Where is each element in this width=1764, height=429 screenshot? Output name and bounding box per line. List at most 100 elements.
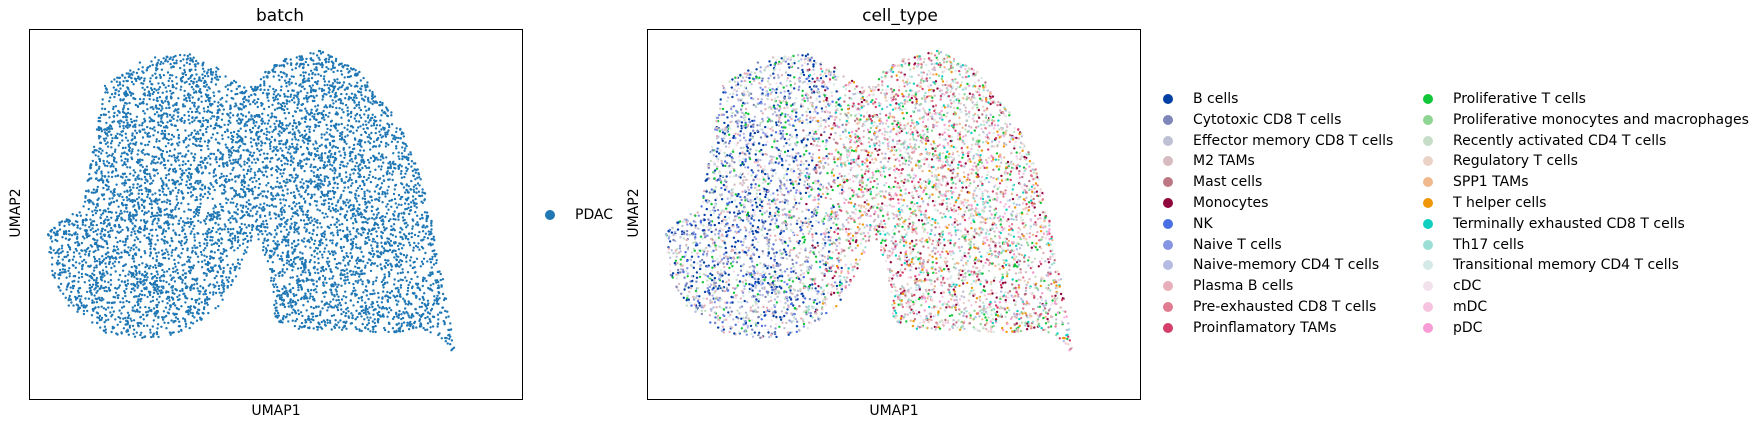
scatter-point <box>377 211 380 215</box>
scatter-point <box>198 205 202 209</box>
scatter-point <box>291 269 294 272</box>
scatter-point <box>183 224 186 227</box>
scatter-point <box>148 232 151 236</box>
scatter-point <box>334 266 338 269</box>
scatter-point <box>244 135 247 139</box>
scatter-point <box>325 281 328 285</box>
scatter-point <box>200 144 203 148</box>
scatter-point <box>245 251 248 254</box>
scatter-point <box>359 247 362 250</box>
scatter-point <box>397 203 400 206</box>
scatter-point <box>111 197 114 200</box>
scatter-point <box>291 176 294 179</box>
scatter-point <box>61 250 64 253</box>
scatter-point <box>336 81 339 84</box>
scatter-point <box>256 85 259 89</box>
scatter-point <box>156 222 159 225</box>
scatter-point <box>195 144 198 148</box>
scatter-point <box>210 243 213 246</box>
scatter-point <box>183 155 186 158</box>
scatter-point <box>279 172 282 175</box>
scatter-point <box>166 121 169 124</box>
scatter-point <box>302 304 305 307</box>
scatter-point <box>207 147 210 151</box>
scatter-point <box>86 273 89 277</box>
scatter-point <box>193 224 196 228</box>
scatter-point <box>243 91 246 94</box>
scatter-point <box>306 139 310 142</box>
scatter-point <box>419 178 422 181</box>
scatter-point <box>407 162 410 166</box>
scatter-point <box>364 236 368 240</box>
scatter-point <box>400 203 403 207</box>
scatter-point <box>308 84 311 88</box>
scatter-point <box>195 137 198 140</box>
scatter-point <box>340 160 343 164</box>
scatter-point <box>141 128 144 131</box>
scatter-point <box>229 187 233 190</box>
scatter-point <box>84 194 87 198</box>
scatter-point <box>236 161 240 165</box>
scatter-point <box>344 276 347 279</box>
scatter-point <box>122 124 125 128</box>
scatter-point <box>349 75 353 78</box>
scatter-point <box>145 236 148 240</box>
scatter-point <box>346 124 349 127</box>
scatter-point <box>319 195 322 199</box>
scatter-point <box>104 91 107 94</box>
scatter-point <box>160 289 163 292</box>
scatter-point <box>155 140 158 143</box>
scatter-point <box>100 235 103 238</box>
scatter-point <box>264 170 268 173</box>
scatter-point <box>374 279 378 282</box>
scatter-point <box>212 171 215 174</box>
scatter-point <box>366 279 369 282</box>
scatter-point <box>217 101 220 104</box>
scatter-point <box>407 185 410 188</box>
scatter-point <box>221 134 224 137</box>
scatter-point <box>404 198 408 201</box>
scatter-point <box>260 148 263 151</box>
scatter-point <box>157 121 160 124</box>
scatter-point <box>68 272 71 275</box>
scatter-point <box>308 231 311 235</box>
scatter-point <box>114 225 117 228</box>
scatter-point <box>123 291 127 294</box>
scatter-point <box>102 298 105 301</box>
scatter-point <box>81 260 84 263</box>
scatter-point <box>90 285 94 289</box>
scatter-point <box>320 87 324 91</box>
scatter-point <box>222 165 225 168</box>
scatter-point <box>421 201 424 205</box>
scatter-point <box>258 182 261 186</box>
scatter-point <box>286 107 289 111</box>
scatter-point <box>279 89 283 92</box>
scatter-point <box>313 174 316 178</box>
scatter-point <box>303 129 307 132</box>
scatter-point <box>104 113 108 117</box>
scatter-point <box>335 225 338 229</box>
scatter-point <box>383 276 386 280</box>
scatter-point <box>307 73 311 76</box>
scatter-point <box>284 244 288 247</box>
scatter-point <box>405 254 409 257</box>
scatter-point <box>321 211 324 215</box>
scatter-point <box>125 207 128 210</box>
scatter-point <box>392 223 396 226</box>
scatter-point <box>426 216 429 219</box>
scatter-point <box>197 214 200 217</box>
scatter-point <box>400 324 403 328</box>
scatter-point <box>263 190 266 193</box>
scatter-point <box>251 180 254 184</box>
scatter-point <box>215 161 218 164</box>
scatter-point <box>332 62 335 65</box>
scatter-point <box>127 143 130 146</box>
scatter-point <box>117 286 120 289</box>
scatter-point <box>149 247 152 251</box>
scatter-point <box>216 75 219 78</box>
scatter-point <box>355 96 358 100</box>
scatter-point <box>155 298 159 301</box>
scatter-point <box>222 248 225 251</box>
scatter-point <box>408 281 412 284</box>
scatter-point <box>113 188 116 191</box>
